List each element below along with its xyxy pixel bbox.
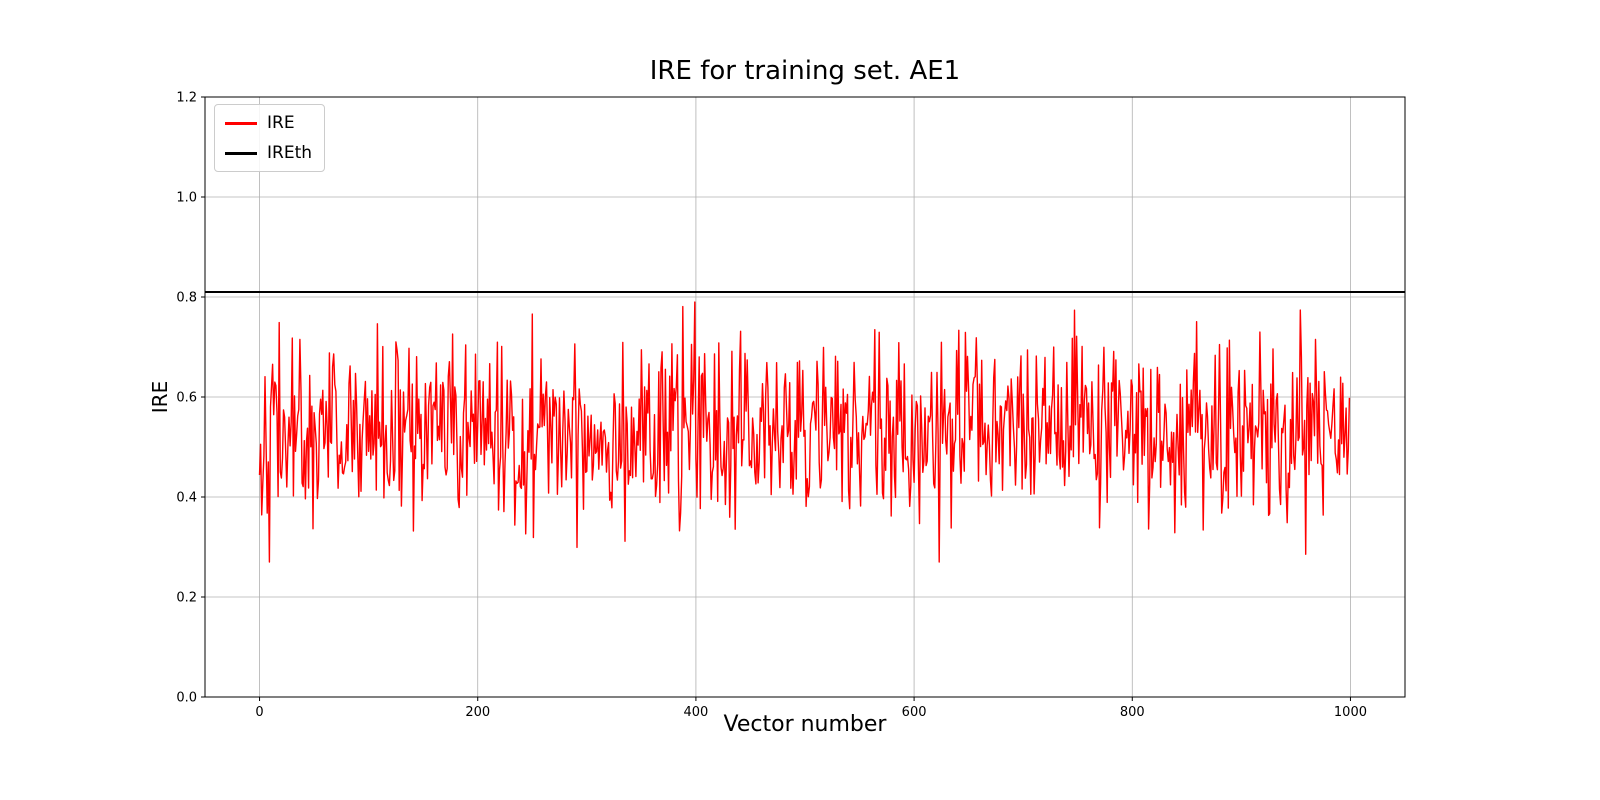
legend-entry-ire: IRE: [225, 113, 312, 133]
legend-label: IRE: [267, 113, 295, 133]
x-axis-label: Vector number: [723, 712, 887, 737]
ire-series-line: [258, 301, 1351, 563]
y-tick-label: 0.6: [176, 391, 197, 406]
y-tick-label: 0.0: [176, 691, 197, 706]
x-tick-label: 200: [465, 705, 490, 720]
x-tick-label: 0: [255, 705, 263, 720]
legend-entry-ireth: IREth: [225, 143, 312, 163]
x-tick-label: 800: [1120, 705, 1145, 720]
y-tick-label: 1.2: [176, 91, 197, 106]
x-tick-label: 1000: [1334, 705, 1367, 720]
y-tick-label: 0.8: [176, 291, 197, 306]
y-tick-label: 0.2: [176, 591, 197, 606]
x-tick-label: 600: [902, 705, 927, 720]
y-tick-label: 0.4: [176, 491, 197, 506]
legend-line-sample: [225, 121, 257, 125]
legend-line-sample: [225, 151, 257, 155]
x-tick-label: 400: [683, 705, 708, 720]
legend-label: IREth: [267, 143, 313, 163]
chart-title: IRE for training set. AE1: [649, 56, 961, 86]
axes-frame: [204, 96, 1406, 698]
y-tick-label: 1.0: [176, 191, 197, 206]
y-axis-label: IRE: [148, 380, 172, 414]
legend: IRE IREth: [214, 104, 326, 172]
